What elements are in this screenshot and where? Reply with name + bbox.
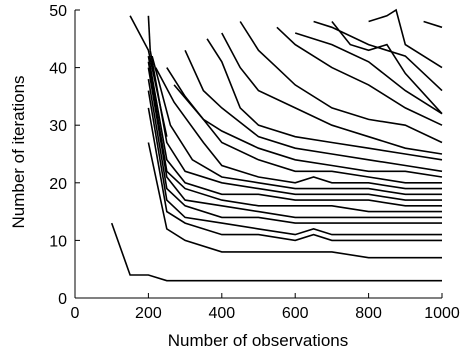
y-tick-label: 40 [49,61,67,78]
x-tick-label: 1000 [424,305,460,322]
y-tick-label: 30 [49,118,67,135]
axes-layer: 0 200 400 600 800 1000 0 10 20 30 40 50 [49,3,460,322]
series-line-23 [423,20,443,29]
y-tick-label: 50 [49,3,67,20]
series-line-20 [313,20,443,92]
series-line-4 [147,90,442,236]
series-line-22 [368,8,443,69]
y-axis-label: Number of iterations [9,75,28,228]
series-line-10 [151,55,442,196]
y-tick-label: 10 [49,233,67,250]
series-line-6 [147,67,442,219]
series-line-19 [294,32,443,115]
series-line-13 [173,84,443,178]
series-line-3 [147,107,442,242]
x-tick-label: 800 [355,305,382,322]
series-line-18 [276,26,443,126]
series-line-21 [331,21,443,115]
series-line-5 [147,78,442,224]
series-line-11 [154,67,442,190]
x-tick-label: 200 [135,305,162,322]
x-tick-label: 400 [208,305,235,322]
series-line-2 [147,142,442,259]
y-tick-label: 20 [49,176,67,193]
series-line-25 [147,15,151,51]
series-line-8 [147,55,442,207]
series-line-17 [239,21,443,144]
y-tick-label: 0 [58,291,67,308]
series-layer [110,8,443,282]
series-line-16 [221,32,443,155]
series-line-24 [129,15,168,137]
series-line-9 [149,50,442,201]
x-axis-label: Number of observations [168,331,348,350]
x-tick-label: 0 [71,305,80,322]
x-tick-label: 600 [282,305,309,322]
series-line-7 [147,61,442,213]
series-line-14 [184,49,443,173]
series-line-1 [110,222,442,282]
series-line-15 [206,38,443,161]
